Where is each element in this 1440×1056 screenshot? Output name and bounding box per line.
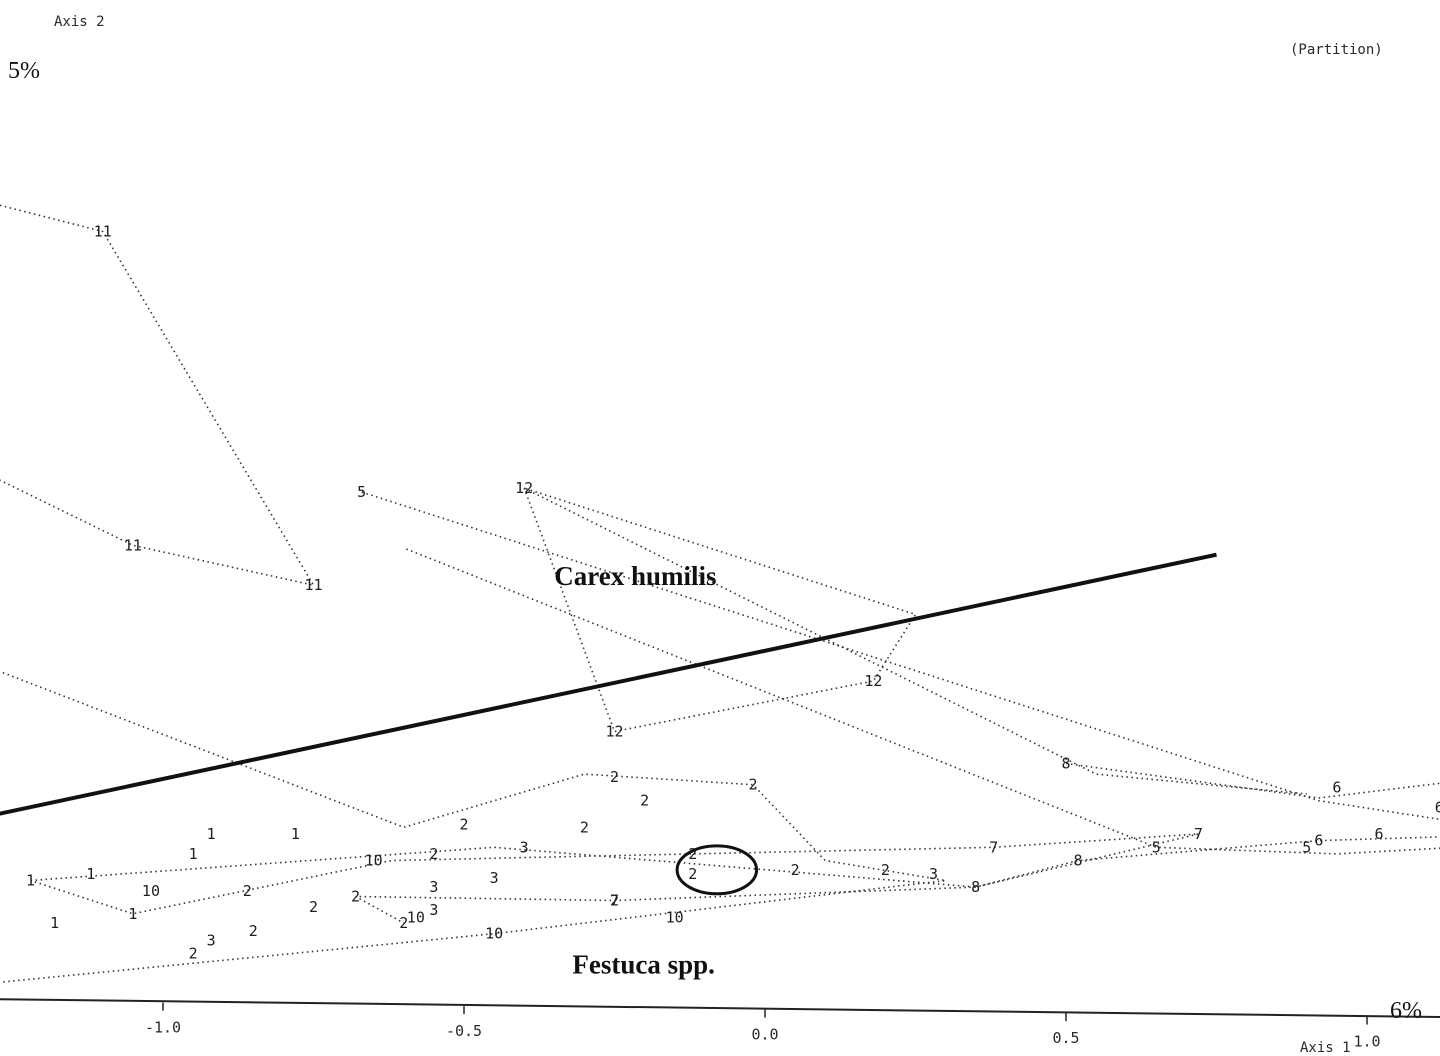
data-point: 1 [26, 872, 35, 890]
circle-marker [675, 844, 759, 896]
x-tick-label: 0.5 [1052, 1029, 1079, 1047]
data-point: 2 [580, 818, 589, 836]
group-outlines [0, 204, 1440, 984]
data-point: 5 [357, 483, 366, 501]
data-points: 1111111111111111115121212913111111111111… [26, 222, 1440, 963]
data-point: 1 [128, 905, 137, 923]
data-point: 12 [864, 672, 882, 690]
data-point: 11 [94, 222, 112, 240]
data-point: 10 [142, 882, 160, 900]
data-point: 2 [399, 914, 408, 932]
group-label: Carex humilis [554, 561, 716, 591]
data-point: 3 [207, 931, 216, 949]
data-point: 11 [124, 536, 142, 554]
data-point: 2 [640, 792, 649, 810]
data-point: 3 [429, 878, 438, 896]
data-point: 7 [989, 838, 998, 856]
data-point: 1 [86, 865, 95, 883]
y-inertia-label: 5% [8, 58, 40, 84]
data-point: 2 [309, 898, 318, 916]
group-outline [0, 670, 946, 984]
data-point: 3 [520, 838, 529, 856]
data-point: 2 [249, 922, 258, 940]
data-point: 8 [1074, 852, 1083, 870]
data-point: 5 [1152, 838, 1161, 856]
x-tick-label: 1.0 [1353, 1033, 1380, 1051]
data-point: 2 [688, 845, 697, 863]
data-point: 2 [429, 845, 438, 863]
data-point: 2 [610, 768, 619, 786]
data-point: 7 [610, 891, 619, 909]
data-point: 3 [429, 901, 438, 919]
x-tick-label: -0.5 [446, 1022, 482, 1040]
data-point: 5 [1302, 838, 1311, 856]
x-axis-line [0, 998, 1440, 1019]
group-outline [355, 762, 1440, 924]
separator-line [0, 552, 1217, 816]
group-outline [523, 487, 1307, 795]
data-point: 3 [929, 865, 938, 883]
data-point: 12 [515, 479, 533, 497]
corner-note: (Partition) [1290, 42, 1383, 58]
group-outline [0, 204, 316, 587]
data-point: 6 [1435, 798, 1440, 816]
data-point: 2 [459, 816, 468, 834]
data-point: 6 [1332, 778, 1341, 796]
y-axis-label: Axis 2 [54, 14, 105, 30]
data-point: 10 [407, 909, 425, 927]
x-axis-ticks: -2.0-1.5-1.0-0.50.00.51.01.5 [145, 1002, 1381, 1051]
data-point: 2 [351, 887, 360, 905]
x-tick-label: 0.0 [751, 1026, 778, 1044]
data-point: 7 [1194, 825, 1203, 843]
data-point: 1 [207, 825, 216, 843]
group-label: Festuca spp. [572, 950, 715, 980]
data-point: 8 [1061, 754, 1070, 772]
group-labels: Stipa joannisCarex humilisStipa capillat… [554, 561, 716, 980]
group-outline [523, 487, 917, 733]
data-point: 2 [243, 882, 252, 900]
data-point: 1 [50, 914, 59, 932]
data-point: 10 [666, 909, 684, 927]
group-outline [361, 491, 1440, 855]
data-point: 10 [365, 852, 383, 870]
x-axis-label: Axis 1 [1300, 1040, 1351, 1056]
data-point: 10 [485, 925, 503, 943]
data-point: 2 [748, 776, 757, 794]
data-point: 2 [610, 891, 619, 909]
data-point: 1 [291, 825, 300, 843]
data-point: 3 [490, 869, 499, 887]
data-point: 2 [688, 865, 697, 883]
data-point: 8 [971, 878, 980, 896]
group-outline [30, 833, 1199, 915]
data-point: 11 [304, 576, 322, 594]
data-point: 2 [189, 945, 198, 963]
data-point: 6 [1314, 832, 1323, 850]
data-point: 2 [791, 861, 800, 879]
data-point: 6 [1375, 825, 1384, 843]
x-inertia-label: 6% [1390, 998, 1422, 1024]
data-point: 12 [605, 723, 623, 741]
x-tick-label: -1.0 [145, 1019, 181, 1037]
data-point: 1 [189, 845, 198, 863]
data-point: 2 [881, 861, 890, 879]
